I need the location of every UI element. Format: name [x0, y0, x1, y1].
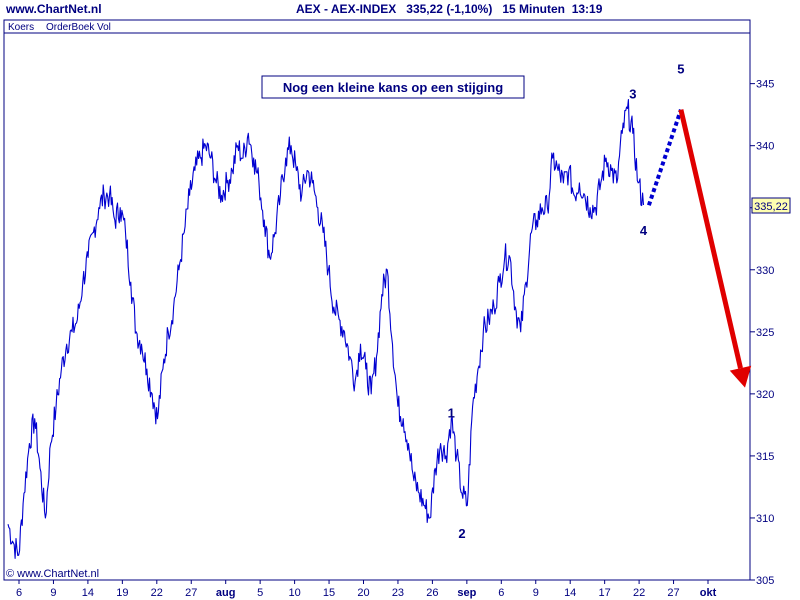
x-tick-label: 6	[16, 587, 22, 599]
wave-label-3: 3	[629, 87, 636, 102]
y-tick-label: 305	[756, 575, 774, 587]
forecast-dotted-line	[646, 109, 683, 206]
wave-label-5: 5	[677, 62, 684, 77]
x-tick-month-label: okt	[700, 587, 717, 599]
last-price: 335,22	[406, 2, 443, 16]
symbol: AEX - AEX-INDEX	[296, 2, 397, 16]
title-box	[261, 75, 525, 99]
interval: 15 Minuten	[502, 2, 566, 16]
x-tick-label: 23	[392, 587, 404, 599]
x-tick-label: 15	[323, 587, 335, 599]
time: 13:19	[571, 2, 603, 16]
x-tick-label: 26	[426, 587, 438, 599]
x-tick-month-label: aug	[216, 587, 236, 599]
wave-label-2: 2	[458, 526, 465, 541]
ticker-info: AEX - AEX-INDEX 335,22 (-1,10%) 15 Minut…	[296, 2, 602, 16]
forecast-arrow-line	[678, 109, 743, 369]
x-tick-label: 22	[151, 587, 163, 599]
chart-header: www.ChartNet.nl AEX - AEX-INDEX 335,22 (…	[0, 0, 800, 18]
y-axis: 305310315320325330335340345	[750, 79, 774, 587]
y-tick-label: 325	[756, 327, 774, 339]
x-tick-label: 5	[257, 587, 263, 599]
chart-title: Nog een kleine kans op een stijging	[283, 80, 503, 95]
x-tick-label: 6	[498, 587, 504, 599]
forecast-arrow-head	[729, 365, 752, 388]
x-tick-label: 27	[667, 587, 679, 599]
tab-vol[interactable]: Vol	[97, 22, 111, 33]
y-tick-label: 310	[756, 513, 774, 525]
x-tick-label: 27	[185, 587, 197, 599]
x-tick-label: 9	[533, 587, 539, 599]
last-value-label: 335,22	[754, 201, 788, 213]
x-tick-label: 17	[599, 587, 611, 599]
wave-annotations: 1 2 3 4 5	[448, 62, 685, 541]
last-value-box	[751, 197, 791, 214]
tab-koers[interactable]: Koers	[8, 22, 34, 33]
x-tick-label: 14	[564, 587, 576, 599]
x-tick-label: 14	[82, 587, 94, 599]
series-line	[7, 98, 645, 559]
x-tick-label: 19	[116, 587, 128, 599]
x-tick-label: 20	[357, 587, 369, 599]
y-tick-label: 315	[756, 451, 774, 463]
tab-orderboek[interactable]: OrderBoek	[46, 22, 95, 33]
wave-label-1: 1	[448, 405, 455, 420]
y-tick-label: 340	[756, 141, 774, 153]
x-axis: 6 9 14 19 22 27 aug 5 10 15 20 23 26 sep 6 9 14 17 22 27 okt	[16, 580, 717, 599]
plot-frame	[3, 19, 751, 581]
series-group	[7, 98, 645, 559]
y-tick-label: 330	[756, 265, 774, 277]
copyright: © www.ChartNet.nl	[6, 568, 99, 580]
x-tick-label: 22	[633, 587, 645, 599]
y-tick-label: 320	[756, 389, 774, 401]
site-name[interactable]: www.ChartNet.nl	[6, 2, 102, 16]
wave-label-4: 4	[640, 223, 648, 238]
x-tick-label: 9	[50, 587, 56, 599]
forecast-group	[646, 109, 752, 388]
price-change: (-1,10%)	[446, 2, 493, 16]
x-tick-label: 10	[288, 587, 300, 599]
y-tick-label: 345	[756, 79, 774, 91]
x-tick-month-label: sep	[457, 587, 476, 599]
